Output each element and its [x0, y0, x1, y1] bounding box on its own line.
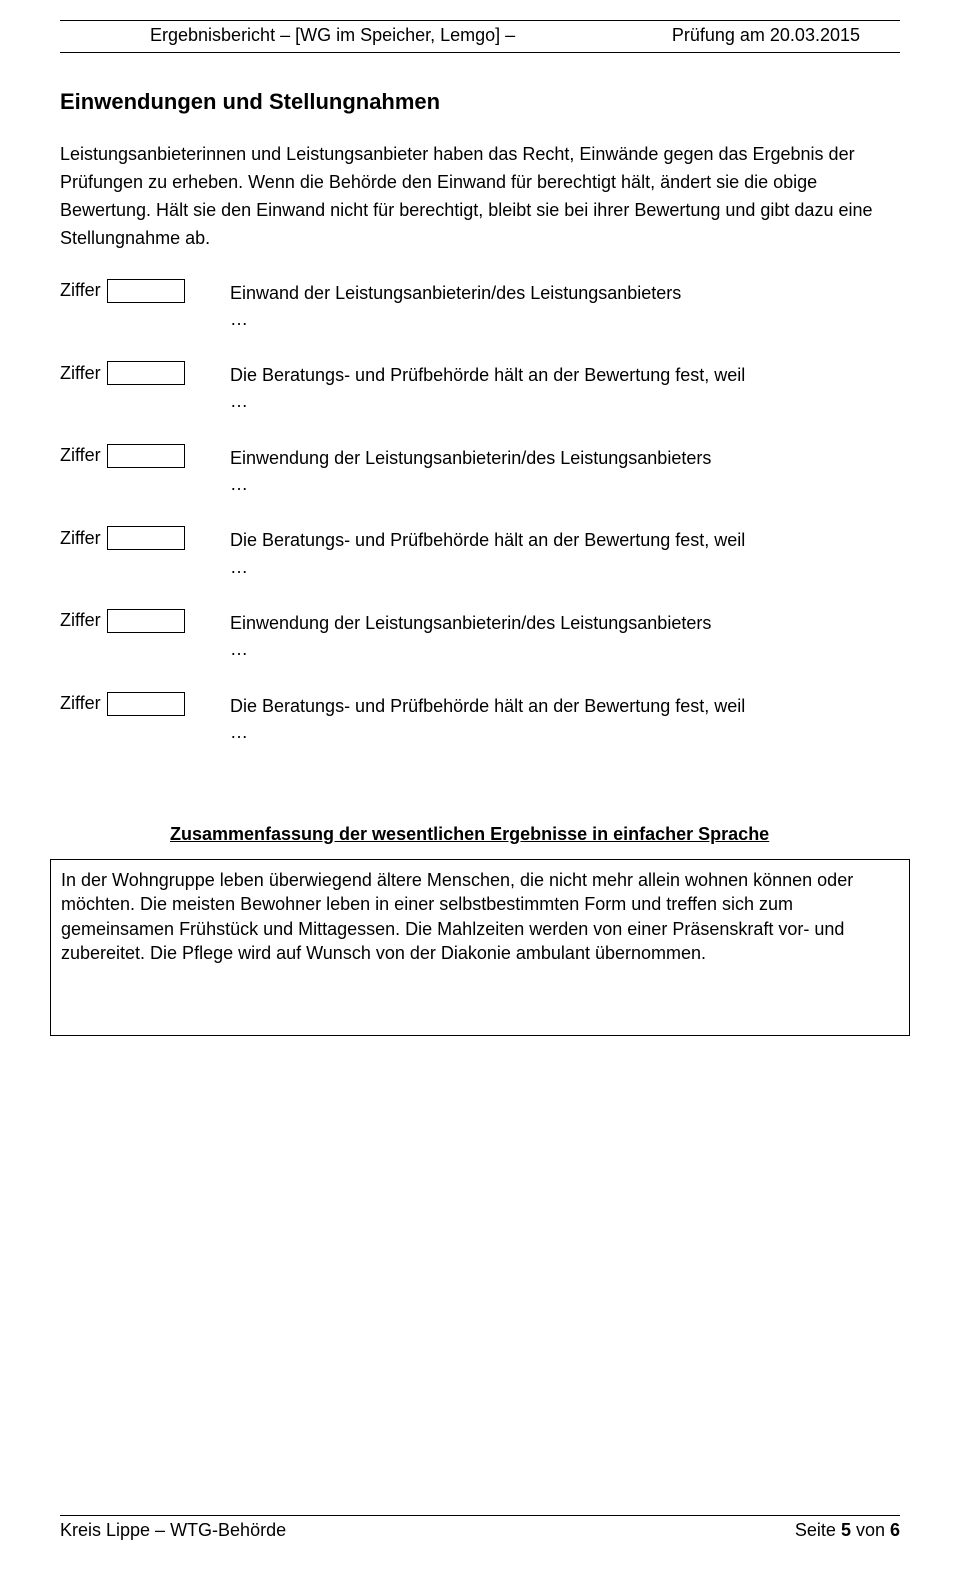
header-row: Ergebnisbericht – [WG im Speicher, Lemgo… — [60, 21, 900, 52]
ziffer-desc-text: Einwand der Leistungsanbieterin/des Leis… — [230, 283, 681, 303]
ziffer-desc-sub: … — [230, 720, 900, 744]
footer: Kreis Lippe – WTG-Behörde Seite 5 von 6 — [60, 1515, 900, 1541]
summary-text: In der Wohngruppe leben überwiegend älte… — [61, 870, 853, 963]
footer-page-mid: von — [851, 1520, 890, 1540]
ziffer-desc-sub: … — [230, 555, 900, 579]
ziffer-label: Ziffer — [60, 693, 101, 714]
summary-title: Zusammenfassung der wesentlichen Ergebni… — [170, 824, 900, 845]
ziffer-label-wrap: Ziffer — [60, 444, 230, 468]
ziffer-desc-text: Die Beratungs- und Prüfbehörde hält an d… — [230, 696, 745, 716]
ziffer-desc: Die Beratungs- und Prüfbehörde hält an d… — [230, 361, 900, 414]
ziffer-desc-sub: … — [230, 307, 900, 331]
ziffer-label-wrap: Ziffer — [60, 526, 230, 550]
ziffer-input-box[interactable] — [107, 526, 185, 550]
footer-left: Kreis Lippe – WTG-Behörde — [60, 1520, 286, 1541]
ziffer-desc-text: Einwendung der Leistungsanbieterin/des L… — [230, 448, 711, 468]
ziffer-desc: Einwand der Leistungsanbieterin/des Leis… — [230, 279, 900, 332]
ziffer-label-wrap: Ziffer — [60, 361, 230, 385]
ziffer-input-box[interactable] — [107, 692, 185, 716]
ziffer-input-box[interactable] — [107, 444, 185, 468]
ziffer-label: Ziffer — [60, 445, 101, 466]
section-title: Einwendungen und Stellungnahmen — [60, 89, 900, 115]
ziffer-desc: Einwendung der Leistungsanbieterin/des L… — [230, 444, 900, 497]
ziffer-desc-sub: … — [230, 637, 900, 661]
summary-box: In der Wohngruppe leben überwiegend älte… — [50, 859, 910, 1036]
ziffer-row: Ziffer Einwand der Leistungsanbieterin/d… — [60, 279, 900, 332]
ziffer-row: Ziffer Einwendung der Leistungsanbieteri… — [60, 444, 900, 497]
ziffer-input-box[interactable] — [107, 361, 185, 385]
footer-page: Seite 5 von 6 — [795, 1520, 900, 1541]
ziffer-label: Ziffer — [60, 528, 101, 549]
ziffer-desc: Die Beratungs- und Prüfbehörde hält an d… — [230, 526, 900, 579]
footer-page-current: 5 — [841, 1520, 851, 1540]
header-right: Prüfung am 20.03.2015 — [672, 25, 860, 46]
ziffer-row: Ziffer Die Beratungs- und Prüfbehörde hä… — [60, 526, 900, 579]
header-left: Ergebnisbericht – [WG im Speicher, Lemgo… — [150, 25, 515, 46]
ziffer-label-wrap: Ziffer — [60, 692, 230, 716]
ziffer-row: Ziffer Einwendung der Leistungsanbieteri… — [60, 609, 900, 662]
ziffer-label: Ziffer — [60, 280, 101, 301]
ziffer-label: Ziffer — [60, 610, 101, 631]
footer-row: Kreis Lippe – WTG-Behörde Seite 5 von 6 — [60, 1520, 900, 1541]
ziffer-label: Ziffer — [60, 363, 101, 384]
ziffer-desc: Einwendung der Leistungsanbieterin/des L… — [230, 609, 900, 662]
footer-page-total: 6 — [890, 1520, 900, 1540]
ziffer-desc-sub: … — [230, 389, 900, 413]
ziffer-desc-text: Die Beratungs- und Prüfbehörde hält an d… — [230, 530, 745, 550]
ziffer-desc: Die Beratungs- und Prüfbehörde hält an d… — [230, 692, 900, 745]
header-rule-bottom — [60, 52, 900, 53]
footer-page-prefix: Seite — [795, 1520, 841, 1540]
page: Ergebnisbericht – [WG im Speicher, Lemgo… — [0, 0, 960, 1571]
intro-paragraph: Leistungsanbieterinnen und Leistungsanbi… — [60, 141, 900, 253]
ziffer-desc-text: Die Beratungs- und Prüfbehörde hält an d… — [230, 365, 745, 385]
ziffer-row: Ziffer Die Beratungs- und Prüfbehörde hä… — [60, 361, 900, 414]
ziffer-input-box[interactable] — [107, 609, 185, 633]
ziffer-label-wrap: Ziffer — [60, 609, 230, 633]
ziffer-input-box[interactable] — [107, 279, 185, 303]
ziffer-desc-sub: … — [230, 472, 900, 496]
ziffer-list: Ziffer Einwand der Leistungsanbieterin/d… — [60, 279, 900, 745]
footer-rule — [60, 1515, 900, 1516]
ziffer-label-wrap: Ziffer — [60, 279, 230, 303]
ziffer-desc-text: Einwendung der Leistungsanbieterin/des L… — [230, 613, 711, 633]
ziffer-row: Ziffer Die Beratungs- und Prüfbehörde hä… — [60, 692, 900, 745]
